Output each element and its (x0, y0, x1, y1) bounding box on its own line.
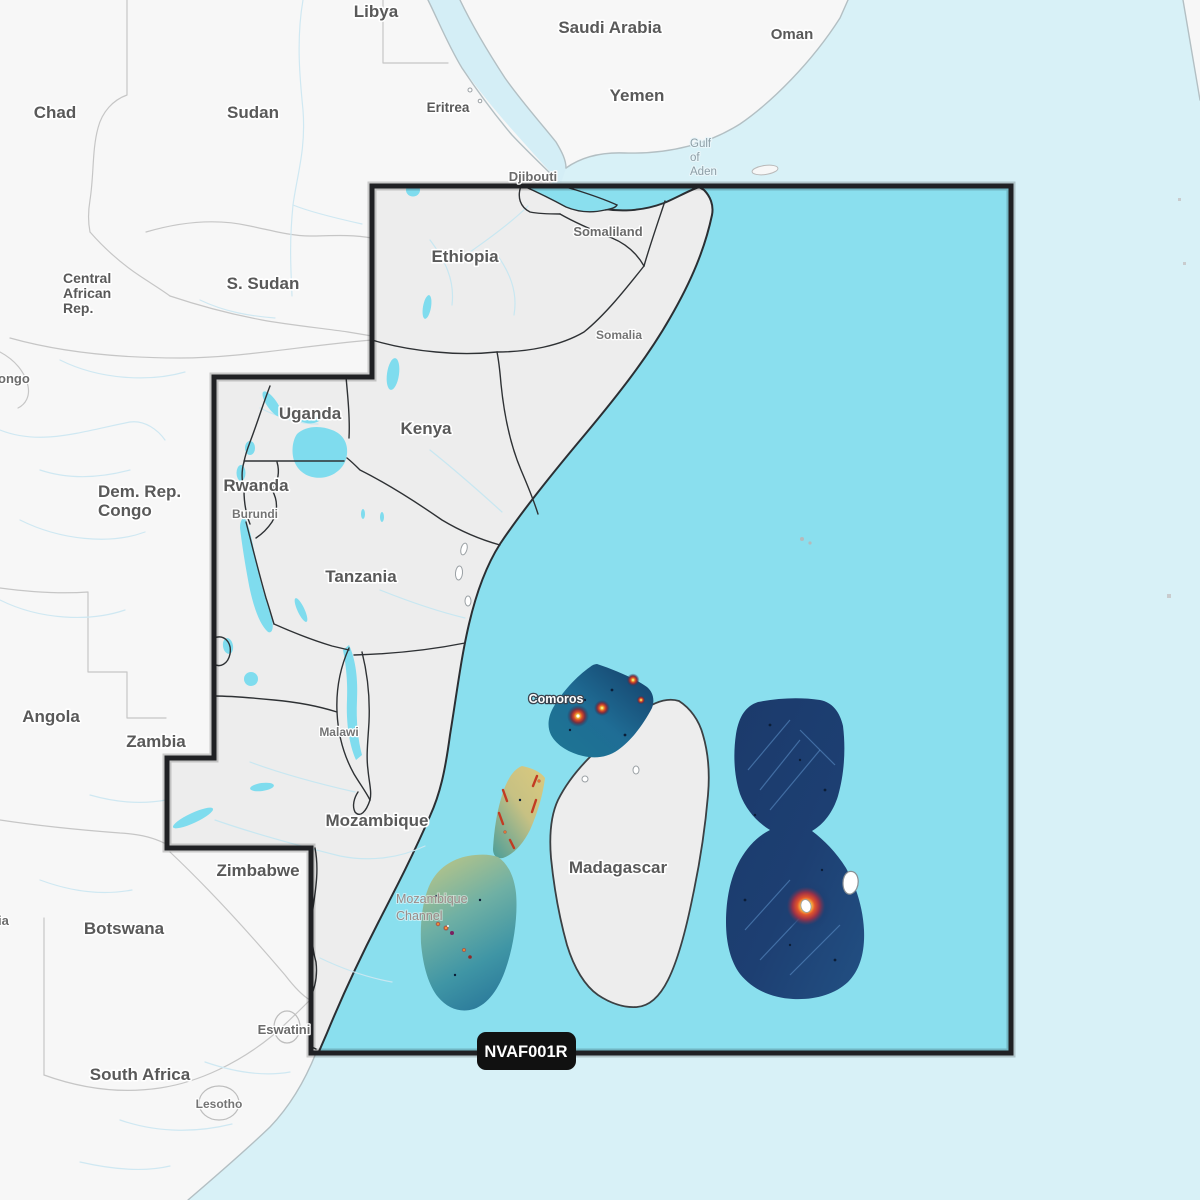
coverage-rivers (214, 205, 529, 983)
red-sea (428, 0, 566, 183)
lakes (172, 186, 432, 829)
sonar-patch-moz-channel-north (493, 766, 545, 859)
country-label-south-africa: South Africa (90, 1065, 191, 1084)
madagascar-islet (632, 765, 640, 775)
reunion-island (800, 899, 812, 913)
ocean-speck (1167, 594, 1171, 598)
red-sea-islet (477, 98, 483, 104)
country-label-drc-line2: Congo (98, 501, 152, 520)
country-label-car-line2: African (63, 285, 111, 301)
sonar-patch-mascarene (726, 698, 865, 1000)
country-label-car-line3: Rep. (63, 300, 93, 316)
product-code-text: NVAF001R (484, 1043, 567, 1061)
coastal-islets (454, 537, 812, 607)
red-sea-islet (467, 87, 473, 93)
country-label-djibouti: Djibouti (509, 169, 557, 184)
country-label-libya: Libya (354, 2, 399, 21)
country-label-mozambique: Mozambique (326, 811, 429, 830)
outside-borders (0, 0, 449, 1121)
country-label-saudi-arabia: Saudi Arabia (558, 18, 662, 37)
country-label-namibia-partial: ia (0, 913, 10, 928)
country-label-lesotho: Lesotho (196, 1097, 243, 1111)
country-label-drc-line1: Dem. Rep. (98, 482, 181, 501)
water-label-gulf-of-aden-line1: Gulf (690, 138, 712, 150)
mauritius-island (842, 870, 859, 895)
map-labels: Libya Chad Sudan Saudi Arabia Oman Yemen… (0, 0, 815, 1112)
country-label-oman: Oman (771, 26, 814, 43)
country-label-uganda: Uganda (279, 404, 342, 423)
country-label-angola: Angola (22, 707, 80, 726)
country-label-malawi: Malawi (319, 725, 358, 739)
nosy-be-island (581, 775, 589, 783)
country-label-botswana: Botswana (84, 919, 165, 938)
country-label-zambia: Zambia (126, 732, 186, 751)
outside-coastlines (187, 0, 1200, 1200)
country-label-eritrea: Eritrea (427, 100, 470, 115)
product-code-badge[interactable]: NVAF001R (477, 1032, 576, 1070)
country-label-kenya: Kenya (400, 419, 452, 438)
country-label-yemen: Yemen (610, 86, 665, 105)
water-label-moz-channel-line2: Channel (396, 909, 443, 923)
country-label-somaliland: Somaliland (573, 224, 642, 239)
country-label-chad: Chad (34, 103, 77, 122)
country-label-tanzania: Tanzania (325, 567, 397, 586)
country-label-car-line1: Central (63, 270, 111, 286)
water-label-gulf-of-aden-line3: Aden (690, 166, 717, 178)
ocean-speck (1183, 262, 1186, 265)
country-label-burundi: Burundi (232, 507, 278, 521)
country-label-somalia: Somalia (596, 328, 642, 342)
country-label-sudan: Sudan (227, 103, 279, 122)
outside-rivers (0, 0, 363, 1171)
sonar-patch-comoros (548, 664, 654, 758)
country-label-ethiopia: Ethiopia (431, 247, 499, 266)
socotra-island (751, 164, 779, 176)
water-label-moz-channel-line1: Mozambique (396, 892, 468, 906)
country-label-zimbabwe: Zimbabwe (216, 861, 299, 880)
country-label-comoros: Comoros (529, 692, 584, 706)
water-label-gulf-of-aden-line2: of (690, 152, 700, 164)
sonar-patch-moz-channel-south (420, 854, 517, 1011)
ocean-speck (1178, 198, 1181, 201)
country-label-s-sudan: S. Sudan (227, 274, 300, 293)
country-label-eswatini: Eswatini (258, 1022, 311, 1037)
country-label-rwanda: Rwanda (223, 476, 289, 495)
coverage-region-outline[interactable] (164, 183, 1014, 1056)
country-label-congo-partial: ongo (0, 371, 30, 386)
country-label-madagascar: Madagascar (569, 858, 668, 877)
